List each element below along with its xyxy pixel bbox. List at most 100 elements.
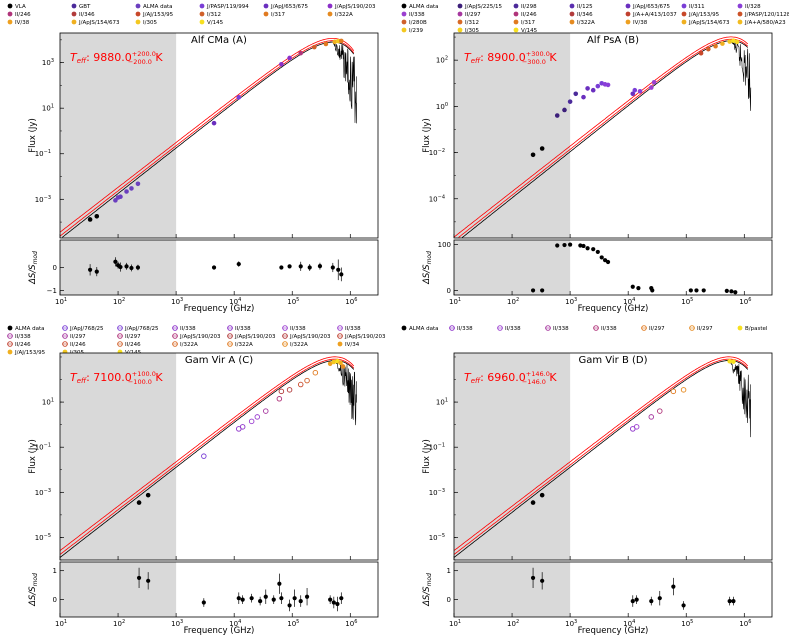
- residual-point: [304, 594, 310, 599]
- x-tick-label: 104: [229, 297, 241, 306]
- residual-point: [263, 594, 268, 599]
- legend-marker: [681, 11, 687, 17]
- residual-point: [681, 603, 686, 608]
- legend-label: VLA: [15, 4, 26, 10]
- legend-marker: [7, 11, 13, 17]
- data-point: [118, 194, 123, 200]
- x-tick-label: 101: [55, 619, 67, 628]
- res-y-tick-label: 0: [447, 287, 451, 295]
- legend-label: J/ApJS/154/673: [78, 20, 120, 26]
- legend-label: II/246: [125, 342, 141, 348]
- y-tick-label: 103: [42, 58, 54, 67]
- legend-marker: [737, 325, 743, 331]
- legend-marker: [513, 19, 519, 25]
- data-point: [590, 87, 596, 93]
- legend-marker: [625, 11, 631, 17]
- x-tick-label: 104: [229, 619, 241, 628]
- residual-point: [236, 596, 241, 601]
- x-tick-label: 103: [565, 297, 577, 306]
- residual-point: [595, 249, 600, 255]
- data-point: [87, 217, 93, 222]
- data-point: [554, 113, 560, 118]
- panel-4: ALMA data II/338 II/338 II/338 II/338 II/297 I…: [401, 325, 773, 636]
- x-axis-label: Frequency (GHz): [578, 304, 649, 314]
- x-tick-label: 102: [507, 619, 519, 628]
- res-axis-label: ΔS/Smod: [28, 251, 39, 285]
- residual-point: [118, 264, 123, 270]
- legend-label: ALMA data: [15, 326, 44, 332]
- data-point: [720, 41, 725, 46]
- legend-marker: [681, 19, 687, 25]
- residual-point: [701, 288, 706, 293]
- data-point: [727, 39, 732, 44]
- legend-marker: [401, 325, 407, 331]
- panel-title: Gam Vir B (D): [578, 355, 647, 366]
- legend-label: J/ApJ/768/25: [124, 326, 159, 332]
- legend-marker: [513, 11, 519, 17]
- legend-label: J/ApJ/653/675: [632, 4, 671, 10]
- x-tick-label: 104: [623, 619, 635, 628]
- residual-point: [636, 286, 641, 291]
- data-point: [637, 88, 643, 94]
- data-point: [286, 387, 293, 393]
- residual-point: [650, 288, 655, 293]
- data-point: [211, 120, 217, 126]
- panel-1: VLA GBT ALMA data J/PASP/119/994 J/ApJ/653/6…: [7, 3, 379, 314]
- shaded-region: [454, 353, 571, 560]
- legend: VLA GBT ALMA data J/PASP/119/994 J/ApJ/653/6…: [7, 3, 376, 26]
- teff-label: Teff: 9880.0+200.0 −200.0 K: [70, 50, 163, 66]
- y-tick-label: 101: [436, 398, 448, 407]
- model-best: [453, 360, 749, 558]
- legend-marker: [199, 11, 205, 17]
- legend-marker: [569, 11, 575, 17]
- residual-point: [731, 598, 736, 604]
- res-axis-label: ΔS/Smod: [28, 573, 39, 607]
- data-point: [530, 152, 536, 158]
- legend-label: II/297: [649, 326, 665, 332]
- residual-point: [335, 601, 340, 607]
- legend-marker: [401, 11, 407, 17]
- teff-label: Teff: 8900.0+300.0 −300.0 K: [464, 50, 557, 66]
- legend-label: II/125: [577, 4, 593, 10]
- res-axis-label: ΔS/Smod: [422, 573, 433, 607]
- panel-2: ALMA data J/ApJS/225/15 II/298 II/125 J/ApJ/…: [401, 3, 789, 314]
- legend-label: I/305: [465, 28, 479, 34]
- residual-point: [694, 288, 699, 293]
- data-point: [254, 414, 261, 420]
- legend-label: J/ApJS/154/673: [688, 20, 730, 26]
- model-lower: [59, 358, 355, 555]
- residual-point: [555, 243, 560, 248]
- residual-point: [136, 575, 142, 581]
- y-tick-label: 10−2: [429, 148, 445, 157]
- legend-label: II/338: [235, 326, 251, 332]
- data-point: [331, 359, 337, 365]
- legend-marker: [135, 11, 141, 17]
- data-point: [581, 94, 586, 100]
- x-axis-label: Frequency (GHz): [184, 304, 255, 314]
- residual-point: [287, 264, 292, 269]
- res-axis-label: ΔS/Smod: [422, 251, 433, 285]
- x-tick-label: 103: [171, 297, 183, 306]
- legend-marker: [199, 19, 205, 25]
- legend-label: I/305: [143, 20, 157, 26]
- residual-point: [727, 598, 732, 604]
- data-point: [680, 387, 687, 393]
- residual-point: [578, 243, 583, 248]
- main-frame: [59, 352, 379, 561]
- teff-label: Teff: 6960.0+146.0 −146.0 K: [464, 370, 557, 386]
- data-point: [633, 424, 640, 430]
- legend-label: J/ApJS/225/15: [464, 4, 503, 10]
- legend-label: I/317: [521, 20, 535, 26]
- residual-point: [634, 597, 639, 602]
- data-point: [651, 80, 657, 85]
- data-point: [297, 381, 304, 388]
- legend-label: II/298: [521, 4, 537, 10]
- residual-point: [339, 272, 344, 277]
- legend: ALMA data J/ApJ/768/25 J/ApJ/768/25 II/338 I…: [7, 325, 386, 356]
- residual-point: [671, 584, 676, 589]
- data-point: [304, 377, 310, 384]
- main-frame: [59, 32, 379, 239]
- main-frame: [453, 32, 773, 239]
- x-tick-label: 101: [449, 619, 461, 628]
- data-point: [287, 55, 292, 61]
